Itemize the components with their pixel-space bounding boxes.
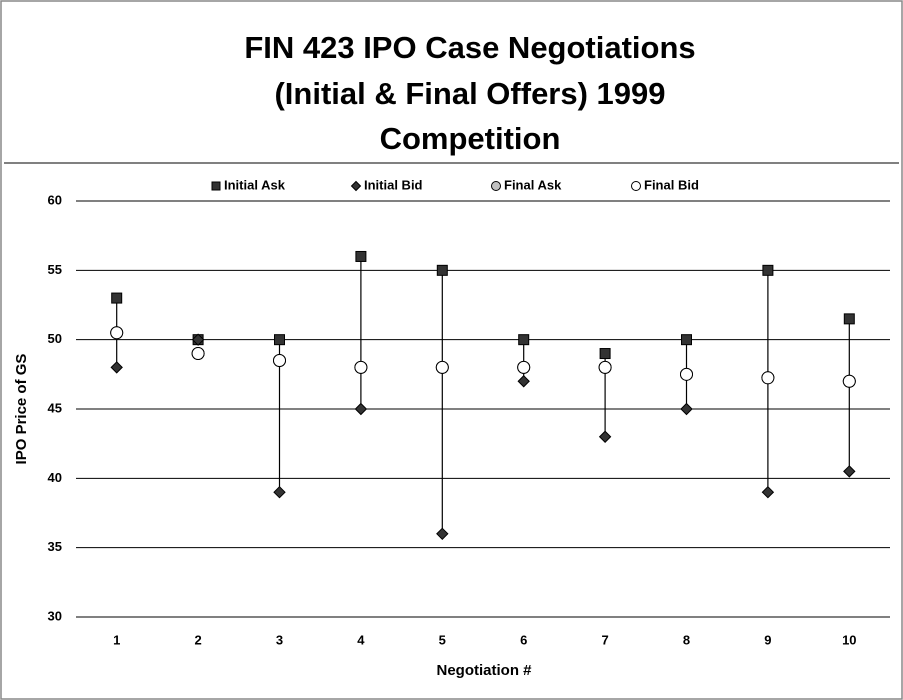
marker-circle	[842, 374, 856, 388]
y-tick-label: 50	[48, 331, 62, 346]
legend-marker	[211, 181, 221, 191]
chart-title-line: Competition	[380, 121, 561, 156]
x-tick-label: 10	[842, 632, 856, 647]
marker-diamond	[273, 485, 286, 499]
marker-diamond	[436, 527, 449, 541]
marker-diamond	[191, 333, 205, 346]
marker-diamond	[354, 402, 368, 416]
chart-title-line: FIN 423 IPO Case Negotiations	[244, 30, 695, 65]
marker-circle	[598, 360, 612, 374]
legend-label: Final Bid	[644, 177, 699, 192]
marker-square	[681, 334, 692, 346]
marker-circle	[435, 360, 449, 374]
x-tick-label: 7	[601, 632, 608, 647]
x-tick-label: 5	[439, 632, 446, 647]
marker-diamond	[761, 485, 775, 499]
marker-circle	[680, 367, 693, 381]
x-tick-label: 4	[357, 632, 365, 647]
legend-marker	[491, 181, 501, 191]
marker-square	[599, 348, 611, 360]
legend-label: Initial Ask	[224, 177, 286, 192]
marker-circle	[273, 353, 286, 367]
x-tick-label: 1	[113, 632, 120, 647]
chart-title-line: (Initial & Final Offers) 1999	[274, 76, 665, 111]
marker-square	[762, 264, 774, 276]
y-tick-label: 55	[48, 262, 62, 277]
y-tick-label: 60	[48, 192, 62, 207]
marker-circle	[517, 360, 531, 374]
marker-diamond	[110, 361, 123, 374]
marker-square	[111, 292, 123, 304]
marker-circle	[191, 347, 205, 361]
y-tick-label: 35	[48, 539, 62, 554]
legend-label: Initial Bid	[364, 177, 423, 192]
marker-square	[518, 334, 530, 346]
x-tick-label: 2	[194, 632, 201, 647]
marker-square	[843, 313, 855, 325]
legend-label: Final Ask	[504, 177, 562, 192]
marker-diamond	[598, 430, 612, 443]
x-tick-label: 9	[764, 632, 771, 647]
marker-diamond	[517, 375, 530, 388]
marker-circle	[110, 326, 124, 340]
y-tick-label: 40	[48, 470, 62, 485]
x-tick-label: 8	[683, 632, 690, 647]
marker-square	[436, 264, 448, 276]
legend-marker	[631, 181, 641, 191]
marker-diamond	[680, 402, 693, 416]
legend-marker	[350, 180, 362, 192]
x-tick-label: 6	[520, 632, 527, 647]
marker-circle	[354, 360, 368, 374]
x-tick-label: 3	[276, 632, 283, 647]
y-tick-label: 30	[48, 608, 62, 623]
marker-diamond	[843, 465, 856, 478]
y-tick-label: 45	[48, 400, 62, 415]
marker-square	[355, 250, 367, 262]
x-axis-label: Negotiation #	[436, 662, 532, 679]
marker-square	[274, 334, 285, 346]
y-axis-label: IPO Price of GS	[13, 354, 30, 465]
marker-circle	[761, 371, 775, 385]
